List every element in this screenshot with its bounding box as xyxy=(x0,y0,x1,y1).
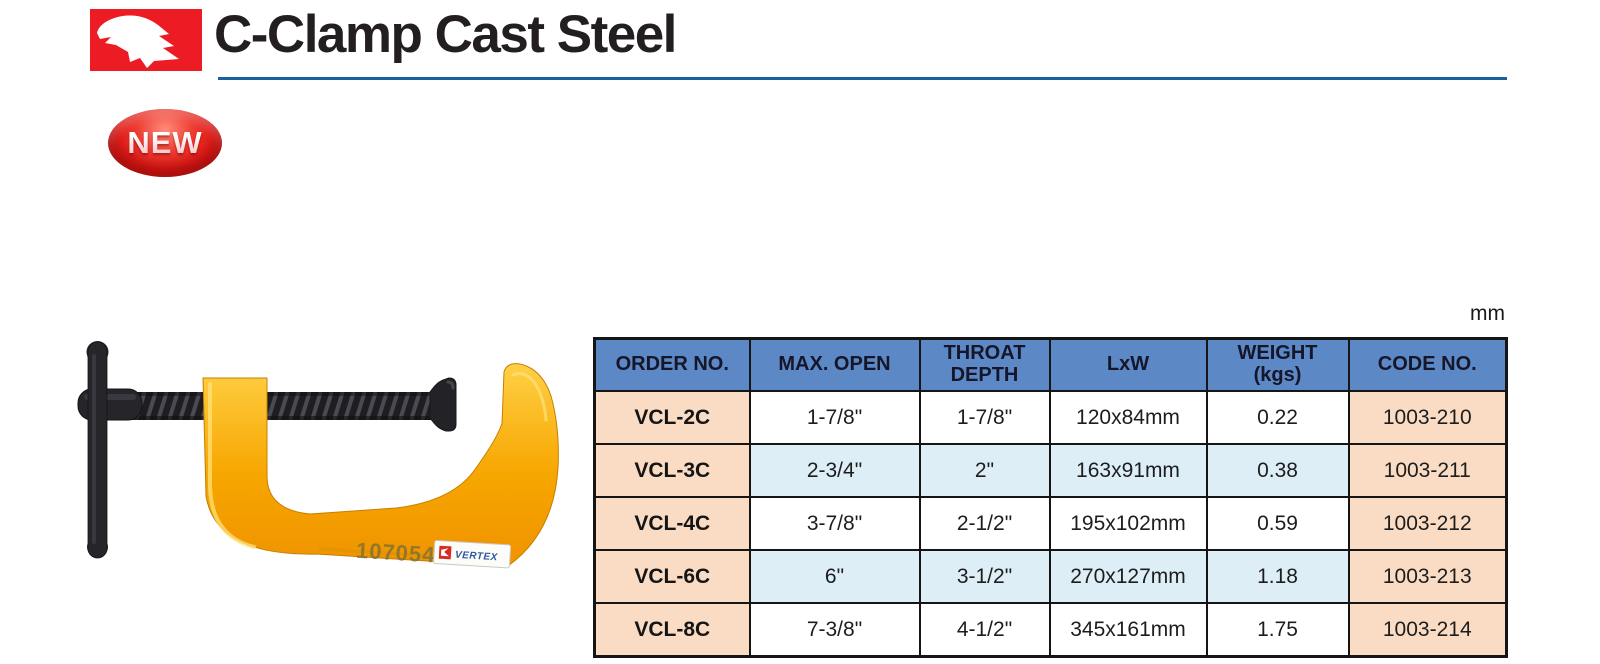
t-handle xyxy=(86,341,109,559)
table-row: VCL-3C 2-3/4" 2" 163x91mm 0.38 1003-211 xyxy=(593,443,1508,498)
spec-cell: 2" xyxy=(918,443,1051,498)
table-head: ORDER NO. MAX. OPEN THROAT DEPTH LxW WEIGHT … xyxy=(593,337,1508,392)
spec-cell: 3-7/8" xyxy=(748,496,921,551)
code-no-cell: 1003-211 xyxy=(1347,443,1508,498)
eagle-icon xyxy=(97,15,179,69)
label-brand-text: VERTEX xyxy=(455,550,499,564)
code-no-cell: 1003-213 xyxy=(1347,549,1508,604)
spec-cell: 7-3/8" xyxy=(748,602,921,658)
page-title: C-Clamp Cast Steel xyxy=(214,5,677,64)
spec-cell: 0.38 xyxy=(1205,443,1350,498)
hook-highlight xyxy=(511,372,548,422)
table-row: VCL-4C 3-7/8" 2-1/2" 195x102mm 0.59 1003-212 xyxy=(593,496,1508,551)
spec-cell: 1.18 xyxy=(1205,549,1350,604)
order-no-cell: VCL-2C xyxy=(593,390,751,445)
code-no-cell: 1003-210 xyxy=(1347,390,1508,445)
eagle-logo xyxy=(90,9,202,71)
serial-stamp: 107054 xyxy=(355,538,436,568)
spec-cell: 1-7/8" xyxy=(918,390,1051,445)
product-photo: 107054 VERTEX xyxy=(77,341,559,569)
header-row: ORDER NO. MAX. OPEN THROAT DEPTH LxW WEIGHT … xyxy=(593,337,1508,392)
spec-cell: 1-7/8" xyxy=(748,390,921,445)
stamp-group: 107054 VERTEX xyxy=(355,538,512,569)
spec-cell: 3-1/2" xyxy=(918,549,1051,604)
table-row: VCL-2C 1-7/8" 1-7/8" 120x84mm 0.22 1003-210 xyxy=(593,390,1508,445)
new-badge: NEW xyxy=(108,109,222,177)
spec-cell: 4-1/2" xyxy=(918,602,1051,658)
spec-cell: 163x91mm xyxy=(1048,443,1208,498)
label-logo-icon xyxy=(438,545,452,560)
spec-cell: 2-3/4" xyxy=(748,443,921,498)
order-no-cell: VCL-3C xyxy=(593,443,751,498)
table-row: VCL-6C 6" 3-1/2" 270x127mm 1.18 1003-213 xyxy=(593,549,1508,604)
frame-highlight xyxy=(208,382,256,549)
spec-table: ORDER NO. MAX. OPEN THROAT DEPTH LxW WEIGHT … xyxy=(593,337,1508,658)
code-no-cell: 1003-214 xyxy=(1347,602,1508,658)
spec-cell: 0.22 xyxy=(1205,390,1350,445)
screw-boss xyxy=(77,388,143,421)
swivel-pad xyxy=(429,377,457,432)
spec-cell: 2-1/2" xyxy=(918,496,1051,551)
order-no-cell: VCL-8C xyxy=(593,602,751,658)
screw-rod xyxy=(130,392,432,420)
new-badge-label: NEW xyxy=(127,125,203,160)
brand-label: VERTEX xyxy=(433,540,512,569)
spec-cell: 6" xyxy=(748,549,921,604)
table-row: VCL-8C 7-3/8" 4-1/2" 345x161mm 1.75 1003-214 xyxy=(593,602,1508,658)
order-no-cell: VCL-6C xyxy=(593,549,751,604)
table-body: VCL-2C 1-7/8" 1-7/8" 120x84mm 0.22 1003-210 VC… xyxy=(593,390,1508,658)
spec-cell: 1.75 xyxy=(1205,602,1350,658)
unit-label: mm xyxy=(1470,302,1505,325)
column-header: THROAT DEPTH xyxy=(918,337,1051,392)
column-header: LxW xyxy=(1048,337,1208,392)
column-header: MAX. OPEN xyxy=(748,337,921,392)
spec-cell: 345x161mm xyxy=(1048,602,1208,658)
column-header: CODE NO. xyxy=(1347,337,1508,392)
title-underline xyxy=(218,77,1507,80)
code-no-cell: 1003-212 xyxy=(1347,496,1508,551)
spec-cell: 270x127mm xyxy=(1048,549,1208,604)
spec-cell: 0.59 xyxy=(1205,496,1350,551)
spec-cell: 120x84mm xyxy=(1048,390,1208,445)
column-header: ORDER NO. xyxy=(593,337,751,392)
order-no-cell: VCL-4C xyxy=(593,496,751,551)
column-header: WEIGHT (kgs) xyxy=(1205,337,1350,392)
spec-cell: 195x102mm xyxy=(1048,496,1208,551)
